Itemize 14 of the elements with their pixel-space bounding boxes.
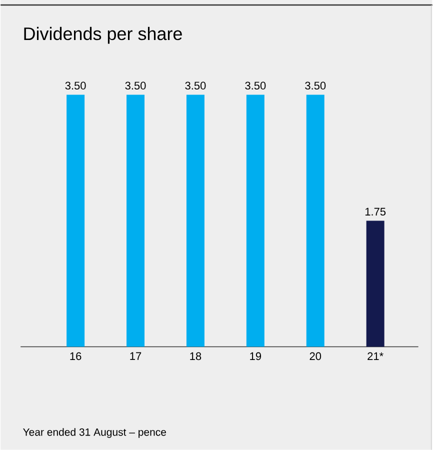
x-tick-label: 21* xyxy=(368,352,384,360)
data-label: 3.50 xyxy=(65,82,86,90)
data-label: 3.50 xyxy=(245,82,266,90)
data-label: 1.75 xyxy=(366,208,386,216)
chart-title: Dividends per share xyxy=(24,26,182,44)
data-label: 3.50 xyxy=(185,82,206,90)
data-label: 3.50 xyxy=(305,82,326,90)
x-tick-label: 18 xyxy=(190,352,202,360)
text: Year ended 31 August – pence xyxy=(23,428,166,438)
data-label: 3.50 xyxy=(125,82,146,90)
x-tick-label: 16 xyxy=(70,352,82,360)
x-tick-label: 17 xyxy=(130,352,142,360)
x-tick-label: 19 xyxy=(250,352,262,360)
x-tick-label: 20 xyxy=(310,352,322,360)
